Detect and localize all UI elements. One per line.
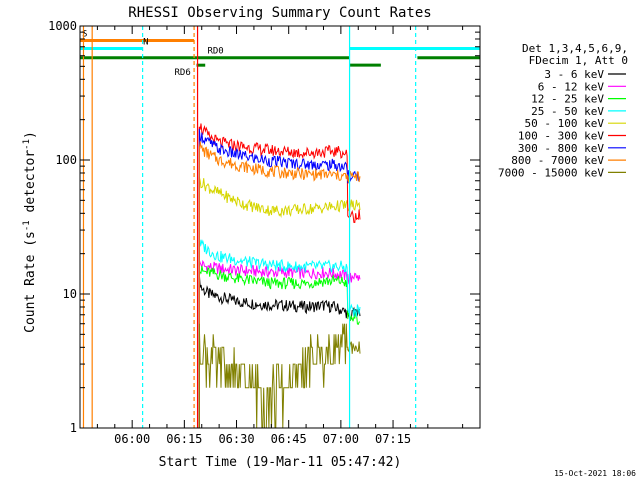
- timestamp: 15-Oct-2021 18:06: [554, 469, 636, 478]
- x-tick-label: 06:15: [166, 432, 202, 446]
- legend-header: Det 1,3,4,5,6,9,: [522, 42, 628, 55]
- series-line-12-25-kev: [198, 265, 361, 428]
- series-line-7000-15000-kev: [198, 323, 361, 429]
- legend-entry-label: 6 - 12 keV: [538, 80, 605, 93]
- legend-entry-label: 3 - 6 keV: [544, 68, 604, 81]
- x-tick-label: 06:00: [114, 432, 150, 446]
- y-tick-label: 10: [63, 287, 77, 301]
- series-line-100-300-kev: [198, 123, 361, 428]
- y-tick-label: 1: [70, 421, 77, 435]
- flag-label-s: S: [82, 29, 87, 39]
- legend: Det 1,3,4,5,6,9,FDecim 1, Att 03 - 6 keV…: [498, 42, 628, 179]
- legend-entry-label: 50 - 100 keV: [525, 117, 605, 130]
- legend-entry-label: 12 - 25 keV: [531, 93, 604, 106]
- y-tick-label: 1000: [48, 19, 77, 33]
- legend-entry-label: 25 - 50 keV: [531, 105, 604, 118]
- y-label-sup2: -1: [22, 139, 32, 150]
- series-line-25-50-kev: [198, 239, 361, 428]
- flag-bars: S N RD0 RD6: [80, 29, 480, 78]
- x-axis-label: Start Time (19-Mar-11 05:47:42): [159, 455, 402, 470]
- series-line-300-800-kev: [198, 128, 360, 428]
- series-lines: [198, 123, 361, 429]
- legend-entry-label: 7000 - 15000 keV: [498, 166, 604, 179]
- y-label-sup1: -1: [22, 220, 32, 231]
- y-tick-label: 100: [55, 153, 77, 167]
- flag-label-rd6: RD6: [175, 68, 191, 78]
- y-label-main: Count Rate (s: [23, 231, 38, 333]
- series-line-3-6-kev: [198, 273, 361, 428]
- plot-frame: [79, 25, 481, 429]
- legend-header: FDecim 1, Att 0: [529, 54, 628, 67]
- axes: 06:00 06:15 06:30 06:45 07:00 07:15 1 10 100 1000: [48, 19, 481, 446]
- series-line-800-7000-kev: [198, 141, 361, 428]
- orbit-lines: [82, 26, 417, 428]
- flag-label-rd0: RD0: [207, 47, 223, 57]
- series-line-50-100-kev: [198, 176, 361, 428]
- legend-entry-label: 100 - 300 keV: [518, 130, 604, 143]
- x-tick-label: 06:30: [218, 432, 254, 446]
- y-label-end: ): [23, 131, 38, 139]
- x-tick-label: 07:00: [323, 432, 359, 446]
- x-tick-label: 06:45: [271, 432, 307, 446]
- y-axis-label: Count Rate (s-1 detector-1): [22, 131, 38, 333]
- legend-entry-label: 800 - 7000 keV: [511, 154, 604, 167]
- flag-label-n: N: [143, 37, 148, 47]
- chart-title: RHESSI Observing Summary Count Rates: [128, 5, 431, 21]
- x-tick-label: 07:15: [375, 432, 411, 446]
- legend-entry-label: 300 - 800 keV: [518, 142, 604, 155]
- y-label-mid: detector: [23, 150, 38, 221]
